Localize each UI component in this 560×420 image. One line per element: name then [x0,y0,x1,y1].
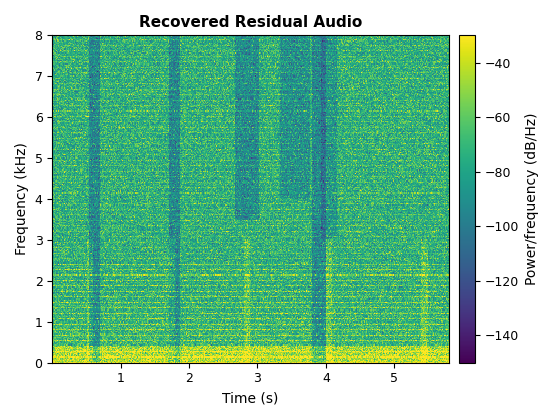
Y-axis label: Power/frequency (dB/Hz): Power/frequency (dB/Hz) [525,113,539,285]
Title: Recovered Residual Audio: Recovered Residual Audio [139,15,362,30]
X-axis label: Time (s): Time (s) [222,391,279,405]
Y-axis label: Frequency (kHz): Frequency (kHz) [15,143,29,255]
